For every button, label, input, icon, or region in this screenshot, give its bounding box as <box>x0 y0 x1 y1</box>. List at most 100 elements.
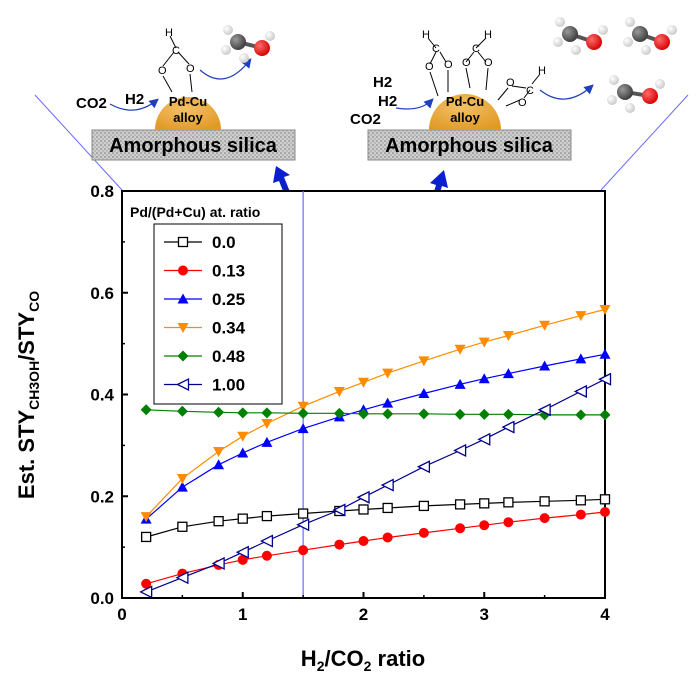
data-point <box>418 527 429 538</box>
legend-title: Pd/(Pd+Cu) at. ratio <box>130 204 260 220</box>
legend-box <box>153 223 283 405</box>
reaction-arrow-left-1 <box>109 98 159 111</box>
data-point <box>211 556 225 570</box>
legend-entry: 0.25 <box>164 290 245 309</box>
svg-text:C: C <box>172 45 180 57</box>
legend-marker <box>177 236 189 248</box>
legend-entry: 0.13 <box>164 262 245 281</box>
data-point <box>539 496 550 507</box>
data-point <box>575 495 586 506</box>
series-line <box>146 511 606 585</box>
data-point <box>237 447 249 458</box>
data-point <box>177 521 188 532</box>
data-point <box>539 320 551 331</box>
data-point <box>478 337 490 348</box>
axis-ticks: 0 1 2 3 4 0.0 0.2 0.4 0.6 0.8 <box>90 182 610 624</box>
data-point <box>261 436 273 447</box>
data-point <box>503 497 514 508</box>
data-point <box>297 401 309 412</box>
data-point <box>358 536 369 547</box>
data-point <box>334 539 345 550</box>
data-point <box>598 372 612 386</box>
data-point <box>382 532 393 543</box>
legend-label: 0.34 <box>212 319 246 338</box>
data-point <box>539 513 550 524</box>
y-tick-label: 0.2 <box>90 487 114 506</box>
legend-items: 0.0 0.13 0.25 0.34 0.48 1.00 <box>164 233 246 395</box>
data-point <box>141 578 152 589</box>
data-point <box>502 408 514 420</box>
left-illustration: Amorphous silica Pd-Cu alloy CO2 H2 O O … <box>76 25 296 161</box>
svg-text:O: O <box>425 61 434 73</box>
svg-text:H: H <box>165 27 173 39</box>
data-point <box>237 513 248 524</box>
data-point <box>418 408 430 420</box>
data-point <box>416 460 431 474</box>
formate-species-right <box>427 37 541 107</box>
data-point <box>261 510 273 522</box>
data-point <box>176 473 188 484</box>
y-axis-label: Est. STYCH3OH/STYCO <box>14 291 42 499</box>
data-point <box>575 353 587 364</box>
data-point <box>140 512 152 523</box>
y-tick-label: 0.4 <box>90 386 114 405</box>
svg-text:C: C <box>432 43 440 55</box>
legend-marker <box>177 323 189 333</box>
data-point <box>502 330 514 341</box>
data-point <box>418 356 430 367</box>
series-line <box>146 498 606 538</box>
data-point <box>418 500 430 512</box>
co2-label-right: CO2 <box>350 111 381 128</box>
alloy-label-right-2: alloy <box>450 110 480 125</box>
data-point <box>380 478 394 492</box>
legend-entry: 0.34 <box>164 319 246 338</box>
svg-text:O: O <box>506 77 515 89</box>
data-point <box>479 520 490 531</box>
data-point <box>261 550 272 561</box>
data-point <box>418 387 430 398</box>
legend-entry: 0.0 <box>164 233 236 252</box>
data-point <box>175 571 189 585</box>
data-point <box>454 499 466 510</box>
svg-text:O: O <box>462 57 471 69</box>
data-point <box>575 409 587 421</box>
data-point <box>176 405 188 417</box>
silica-label-left: Amorphous silica <box>109 135 278 157</box>
data-point <box>213 446 225 457</box>
svg-text:O: O <box>158 65 167 77</box>
data-point <box>503 517 514 528</box>
legend-marker <box>177 293 189 304</box>
connector-lines <box>34 94 689 191</box>
data-point <box>333 386 345 397</box>
data-point <box>213 459 225 470</box>
x-tick-label: 1 <box>238 605 247 624</box>
alloy-particle-right <box>429 94 501 130</box>
series-0.13 <box>141 507 610 589</box>
series-layer <box>139 305 612 599</box>
data-point <box>297 508 309 519</box>
series-line <box>146 409 605 416</box>
legend-entry: 1.00 <box>164 376 245 395</box>
methanol-molecule-right-1 <box>553 17 608 55</box>
svg-text:H: H <box>422 29 430 41</box>
legend: Pd/(Pd+Cu) at. ratio 0.0 0.13 0.25 0.34 0.48… <box>130 204 283 405</box>
data-point <box>382 408 394 420</box>
data-point <box>296 518 310 532</box>
data-point <box>600 507 610 518</box>
data-point <box>356 490 370 504</box>
data-point <box>599 409 611 421</box>
h2-label-left: H2 <box>125 91 144 108</box>
data-point <box>454 408 466 420</box>
data-point <box>139 585 153 599</box>
svg-text:O: O <box>444 59 453 71</box>
legend-label: 0.13 <box>212 262 245 281</box>
reaction-arrow-right-1 <box>395 98 434 110</box>
data-point <box>382 397 394 408</box>
data-point <box>237 407 249 419</box>
data-point <box>599 348 611 359</box>
data-point <box>237 431 249 442</box>
data-point <box>261 407 273 419</box>
data-point <box>358 504 369 515</box>
data-point <box>454 378 466 389</box>
